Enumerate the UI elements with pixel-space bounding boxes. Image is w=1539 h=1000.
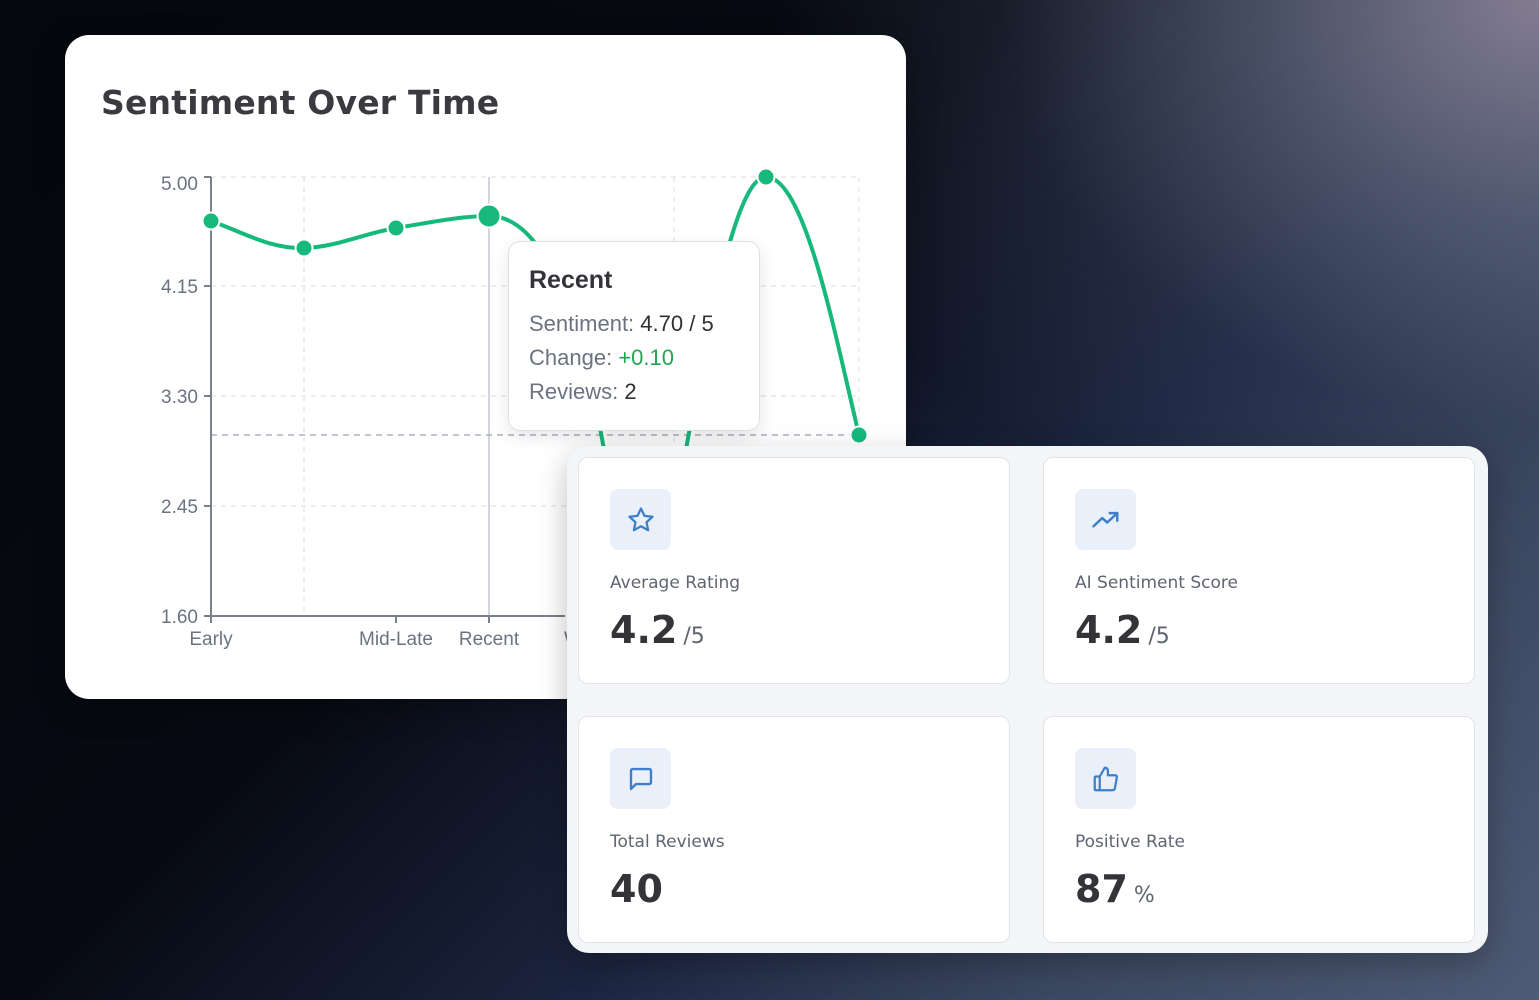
x-tick-label: Mid-Late xyxy=(359,629,433,650)
stat-number: 87 xyxy=(1075,867,1128,911)
data-point xyxy=(294,238,314,258)
tooltip-reviews-row: Reviews: 2 xyxy=(529,375,739,409)
stat-value: 4.2/5 xyxy=(1075,608,1170,652)
stat-label: Total Reviews xyxy=(610,832,725,852)
stat-unit: /5 xyxy=(683,624,705,649)
y-tick-label: 1.60 xyxy=(161,607,198,628)
stat-card-ai-sentiment-score: AI Sentiment Score 4.2/5 xyxy=(1043,457,1475,684)
message-icon xyxy=(610,748,671,809)
stat-number: 4.2 xyxy=(1075,608,1143,652)
x-axis-labels: Early Mid-Late Recent W xyxy=(189,629,582,650)
y-tick-label: 3.30 xyxy=(161,387,198,408)
chart-tooltip: Recent Sentiment: 4.70 / 5 Change: +0.10… xyxy=(508,241,760,431)
data-point xyxy=(386,218,406,238)
data-point xyxy=(756,167,776,187)
x-tick-label: Early xyxy=(189,629,233,650)
tooltip-sentiment-label: Sentiment: xyxy=(529,311,635,336)
stat-number: 40 xyxy=(610,867,663,911)
stat-label: Average Rating xyxy=(610,573,741,593)
x-tick-label: Recent xyxy=(459,629,520,650)
stat-card-positive-rate: Positive Rate 87% xyxy=(1043,716,1475,943)
stat-card-average-rating: Average Rating 4.2/5 xyxy=(578,457,1010,684)
tooltip-reviews-label: Reviews: xyxy=(529,379,619,404)
stat-card-total-reviews: Total Reviews 40 xyxy=(578,716,1010,943)
sentiment-chart-card: Sentiment Over Time xyxy=(65,35,906,699)
tooltip-sentiment-row: Sentiment: 4.70 / 5 xyxy=(529,307,739,341)
tooltip-change-row: Change: +0.10 xyxy=(529,341,739,375)
line-chart[interactable]: 5.00 4.15 3.30 2.45 1.60 Early Mid-Late … xyxy=(65,35,906,699)
thumbs-up-icon xyxy=(1075,748,1136,809)
stat-label: Positive Rate xyxy=(1075,832,1185,852)
stat-value: 87% xyxy=(1075,867,1155,911)
data-points[interactable] xyxy=(201,167,869,445)
data-point xyxy=(849,425,869,445)
tooltip-title: Recent xyxy=(529,266,613,294)
tooltip-change-value: +0.10 xyxy=(618,345,674,370)
stat-label: AI Sentiment Score xyxy=(1075,573,1238,593)
chart-title: Sentiment Over Time xyxy=(101,83,500,122)
stat-value: 40 xyxy=(610,867,663,911)
y-tick-label: 5.00 xyxy=(161,174,198,195)
stat-unit: % xyxy=(1133,883,1155,908)
star-icon xyxy=(610,489,671,550)
y-tick-label: 4.15 xyxy=(161,277,198,298)
stats-panel: Average Rating 4.2/5 AI Sentiment Score … xyxy=(567,446,1488,953)
stat-number: 4.2 xyxy=(610,608,678,652)
y-axis-labels: 5.00 4.15 3.30 2.45 1.60 xyxy=(161,174,198,628)
data-point-active xyxy=(476,203,502,229)
y-tick-label: 2.45 xyxy=(161,497,198,518)
tooltip-reviews-value: 2 xyxy=(624,379,637,404)
tooltip-sentiment-value: 4.70 / 5 xyxy=(640,311,714,336)
stat-unit: /5 xyxy=(1148,624,1170,649)
trending-up-icon xyxy=(1075,489,1136,550)
axes xyxy=(204,176,565,623)
data-point xyxy=(201,211,221,231)
tooltip-change-label: Change: xyxy=(529,345,613,370)
stat-value: 4.2/5 xyxy=(610,608,705,652)
